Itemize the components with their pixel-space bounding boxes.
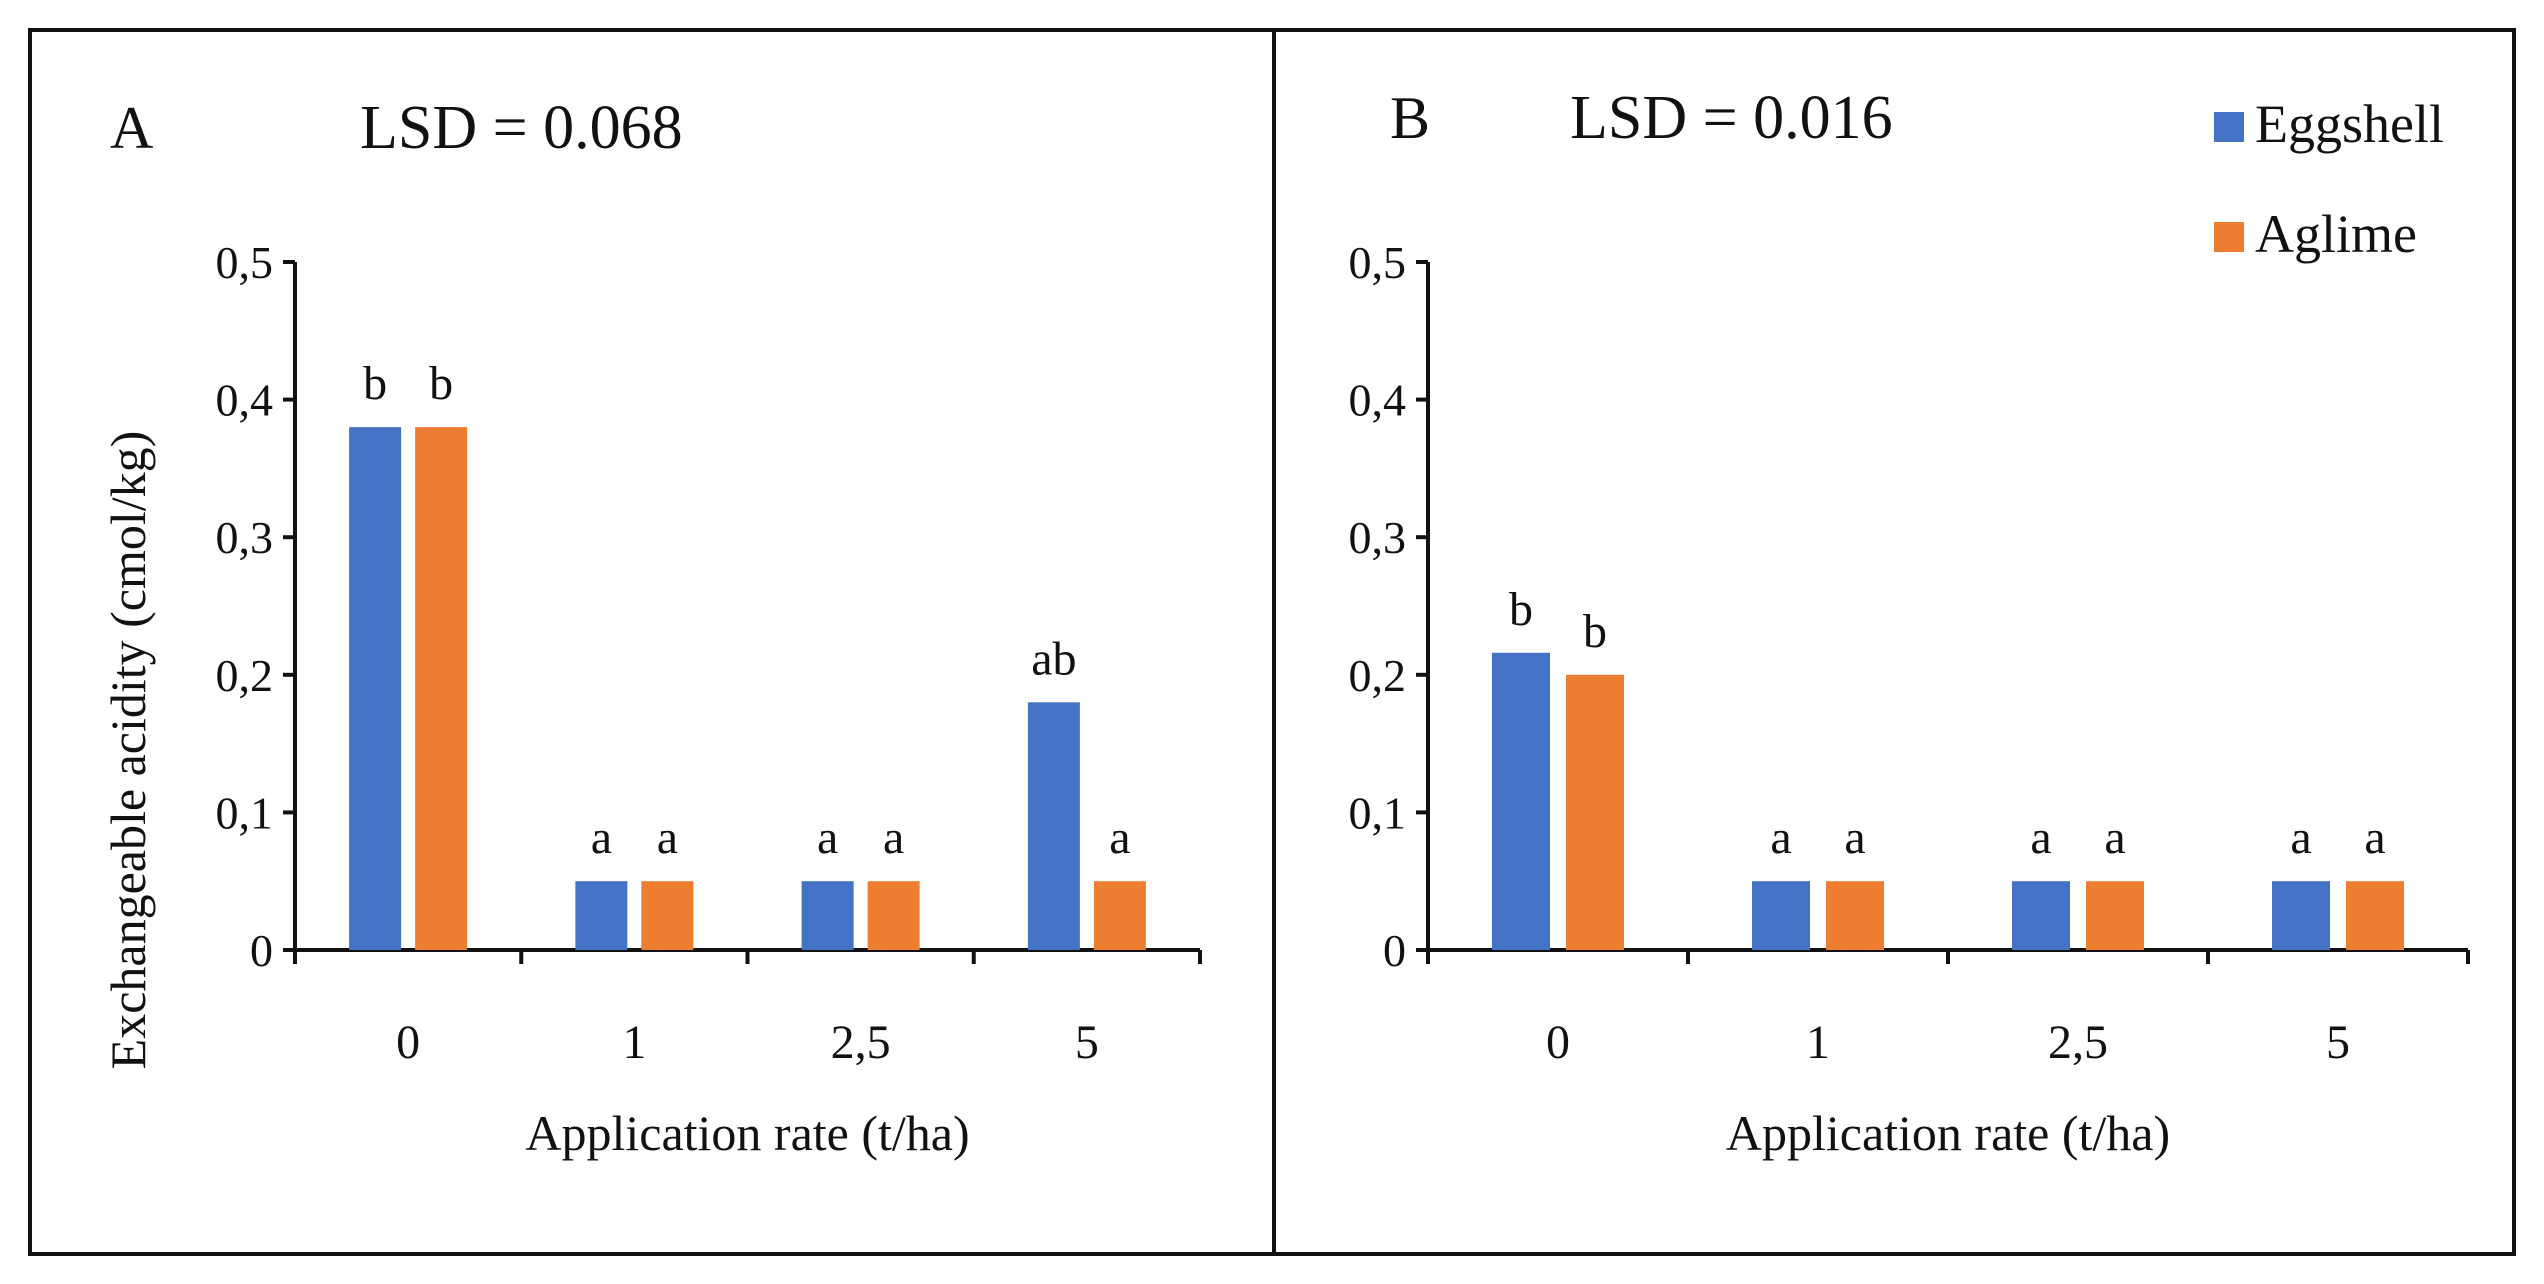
bar-aglime-b bbox=[1826, 881, 1884, 950]
significance-label-a: a bbox=[1109, 811, 1130, 864]
x-tick-label-b: 5 bbox=[2326, 1016, 2350, 1069]
significance-label-b: b bbox=[1509, 583, 1533, 636]
significance-label-b: a bbox=[2290, 811, 2311, 864]
panel-a-lsd: LSD = 0.068 bbox=[360, 94, 683, 162]
panel-b-frame bbox=[1272, 28, 2516, 1256]
y-tick-label-b: 0,1 bbox=[1349, 787, 1407, 838]
bar-eggshell-b bbox=[2012, 881, 2070, 950]
bar-aglime-b bbox=[2086, 881, 2144, 950]
y-tick-label-a: 0,2 bbox=[216, 650, 274, 701]
bar-aglime-a bbox=[867, 881, 920, 950]
y-tick-label-b: 0,5 bbox=[1349, 237, 1407, 288]
panel-a-frame bbox=[28, 28, 1276, 1256]
panel-a-label: A bbox=[110, 95, 153, 161]
bar-eggshell-a bbox=[575, 881, 628, 950]
x-tick-label-b: 0 bbox=[1546, 1016, 1570, 1069]
bar-aglime-a bbox=[1093, 881, 1146, 950]
bar-eggshell-a bbox=[349, 427, 402, 950]
bar-eggshell-a bbox=[801, 881, 854, 950]
y-tick-label-b: 0,3 bbox=[1349, 512, 1407, 563]
legend-swatch-aglime bbox=[2214, 222, 2244, 252]
x-tick-label-b: 2,5 bbox=[2048, 1016, 2108, 1069]
x-tick-label-a: 2,5 bbox=[831, 1016, 891, 1069]
significance-label-b: a bbox=[2030, 811, 2051, 864]
legend: Eggshell Aglime bbox=[2214, 94, 2444, 264]
y-axis-title-a: Exchangeable acidity (cmol/kg) bbox=[100, 431, 156, 1070]
bar-aglime-a bbox=[641, 881, 694, 950]
significance-label-a: a bbox=[883, 811, 904, 864]
bar-eggshell-b bbox=[1752, 881, 1810, 950]
significance-label-b: b bbox=[1583, 605, 1607, 658]
x-axis-title-b: Application rate (t/ha) bbox=[1726, 1105, 2170, 1161]
legend-label-aglime: Aglime bbox=[2255, 204, 2417, 264]
bar-eggshell-b bbox=[1492, 652, 1550, 950]
x-tick-label-a: 0 bbox=[396, 1016, 420, 1069]
y-tick-label-b: 0,2 bbox=[1349, 650, 1407, 701]
significance-label-a: ab bbox=[1031, 632, 1076, 685]
panel-b-lsd: LSD = 0.016 bbox=[1570, 84, 1893, 152]
x-tick-label-a: 1 bbox=[622, 1016, 646, 1069]
legend-label-eggshell: Eggshell bbox=[2255, 94, 2444, 154]
bar-eggshell-b bbox=[2272, 881, 2330, 950]
y-tick-label-a: 0,4 bbox=[216, 375, 274, 426]
significance-label-b: a bbox=[1770, 811, 1791, 864]
x-tick-label-b: 1 bbox=[1806, 1016, 1830, 1069]
bar-eggshell-a bbox=[1027, 702, 1080, 950]
y-tick-label-a: 0,5 bbox=[216, 237, 274, 288]
x-tick-label-a: 5 bbox=[1075, 1016, 1099, 1069]
y-tick-label-b: 0,4 bbox=[1349, 375, 1407, 426]
significance-label-a: a bbox=[657, 811, 678, 864]
panel-b-label: B bbox=[1390, 85, 1430, 151]
y-tick-label-a: 0,1 bbox=[216, 787, 274, 838]
y-tick-label-b: 0 bbox=[1383, 925, 1406, 976]
significance-label-b: a bbox=[1844, 811, 1865, 864]
x-axis-title-a: Application rate (t/ha) bbox=[525, 1105, 969, 1161]
y-tick-label-a: 0 bbox=[250, 925, 273, 976]
bar-aglime-a bbox=[415, 427, 468, 950]
significance-label-a: b bbox=[429, 357, 453, 410]
y-tick-label-a: 0,3 bbox=[216, 512, 274, 563]
bar-aglime-b bbox=[1566, 674, 1624, 950]
bar-aglime-b bbox=[2346, 881, 2404, 950]
significance-label-a: b bbox=[363, 357, 387, 410]
significance-label-b: a bbox=[2364, 811, 2385, 864]
significance-label-b: a bbox=[2104, 811, 2125, 864]
significance-label-a: a bbox=[591, 811, 612, 864]
legend-swatch-eggshell bbox=[2214, 112, 2244, 142]
significance-label-a: a bbox=[817, 811, 838, 864]
